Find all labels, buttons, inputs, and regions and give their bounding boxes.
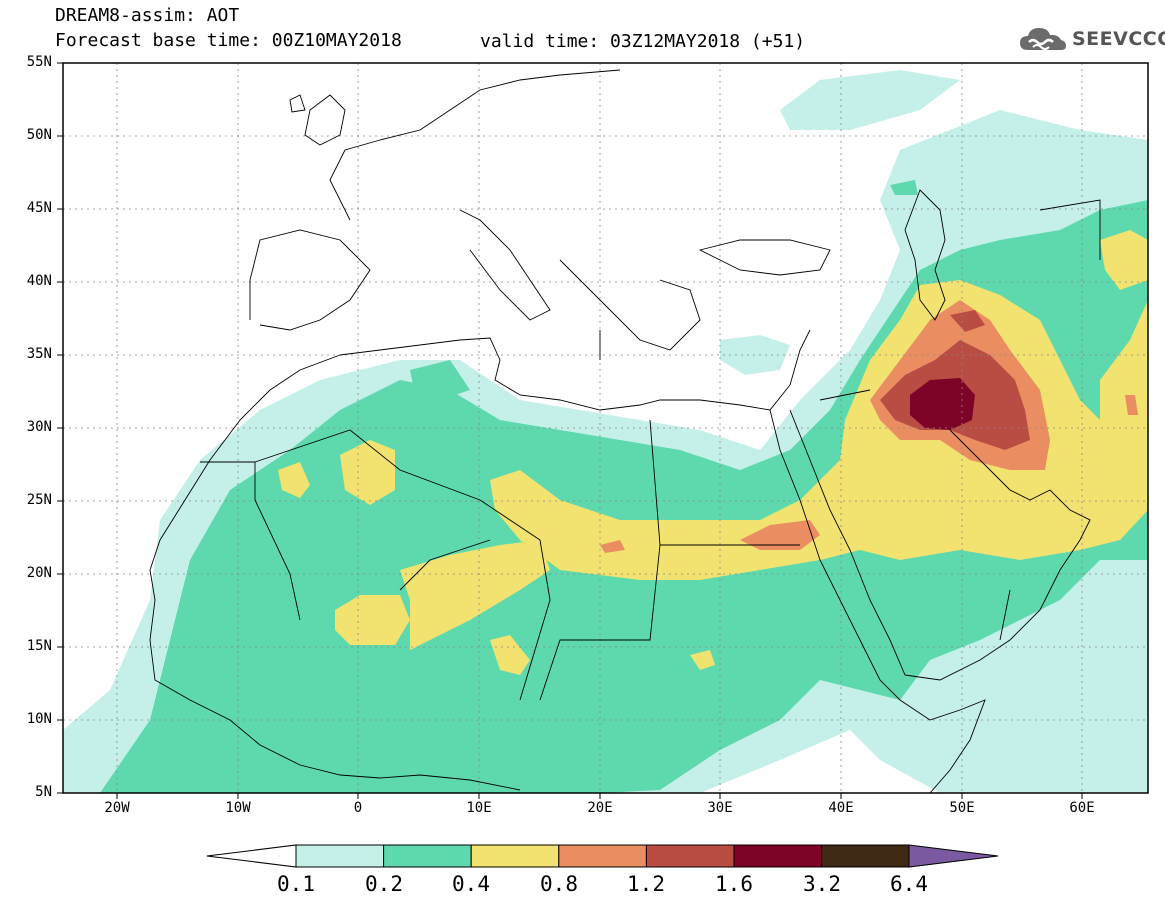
colorbar-label: 0.4 <box>452 872 490 896</box>
axis-ticks <box>57 62 1083 799</box>
aot-contour-1.2 <box>950 310 985 332</box>
lon-label: 40E <box>828 800 854 816</box>
map-title: DREAM8-assim: AOT <box>55 5 240 26</box>
colorbar-bin <box>383 844 472 868</box>
colorbar-label: 6.4 <box>890 872 928 896</box>
aot-contour-0.4 <box>278 462 310 498</box>
colorbar-bin <box>558 844 647 868</box>
colorbar-bin <box>645 844 735 868</box>
aot-contour-0.4 <box>400 540 550 650</box>
forecast-base-time: Forecast base time: 00Z10MAY2018 <box>55 30 402 51</box>
aot-contour-1.6 <box>910 378 975 430</box>
lon-label: 50E <box>949 800 975 816</box>
lat-label: 45N <box>26 200 52 216</box>
colorbar-label: 1.6 <box>715 872 753 896</box>
lon-label: 10W <box>225 800 251 816</box>
lon-label: 10E <box>466 800 492 816</box>
aot-contour-0.8 <box>740 520 820 550</box>
colorbar-overflow <box>908 844 999 868</box>
lat-label: 25N <box>26 492 52 508</box>
aot-contour-0.8 <box>600 540 625 553</box>
colorbar-label: 0.8 <box>540 872 578 896</box>
colorbar-bin <box>470 844 560 868</box>
aot-contour-0.8 <box>1125 395 1138 415</box>
lon-label: 20W <box>104 800 130 816</box>
lat-label: 30N <box>26 419 52 435</box>
colorbar-label: 0.2 <box>365 872 403 896</box>
colorbar-underflow <box>206 844 297 868</box>
aot-contour-0.2 <box>890 180 918 195</box>
lon-label: 20E <box>587 800 613 816</box>
lat-label: 15N <box>26 638 52 654</box>
lat-label: 40N <box>26 273 52 289</box>
lat-label: 55N <box>26 54 52 70</box>
colorbar <box>206 844 999 868</box>
aot-contours <box>63 70 1148 793</box>
lat-label: 35N <box>26 346 52 362</box>
cloud-logo-icon <box>1020 28 1066 50</box>
lon-label: 60E <box>1069 800 1095 816</box>
coastlines <box>149 69 1101 793</box>
lat-label: 20N <box>26 565 52 581</box>
colorbar-label: 3.2 <box>803 872 841 896</box>
colorbar-bin <box>733 844 823 868</box>
lon-label: 30E <box>707 800 733 816</box>
lat-label: 10N <box>26 711 52 727</box>
valid-time: valid time: 03Z12MAY2018 (+51) <box>480 31 806 52</box>
colorbar-label: 0.1 <box>277 872 315 896</box>
aot-contour-0.4 <box>690 650 715 670</box>
lat-label: 50N <box>26 127 52 143</box>
aot-contour-0.1 <box>780 70 960 130</box>
colorbar-label: 1.2 <box>627 872 665 896</box>
seevccc-logo: SEEVCCC <box>1018 24 1165 54</box>
aot-contour-0.4 <box>1100 230 1148 290</box>
aot-contour-0.4 <box>490 635 530 675</box>
lat-label: 5N <box>35 784 52 800</box>
aot-contour-0.2 <box>410 360 470 400</box>
colorbar-bin <box>295 844 385 868</box>
lon-label: 0 <box>353 800 363 816</box>
colorbar-bin <box>821 844 910 868</box>
aot-contour-0.4 <box>335 595 410 645</box>
map-gridlines <box>63 63 1148 793</box>
logo-text: SEEVCCC <box>1072 28 1165 50</box>
aot-contour-0.4 <box>340 440 395 505</box>
